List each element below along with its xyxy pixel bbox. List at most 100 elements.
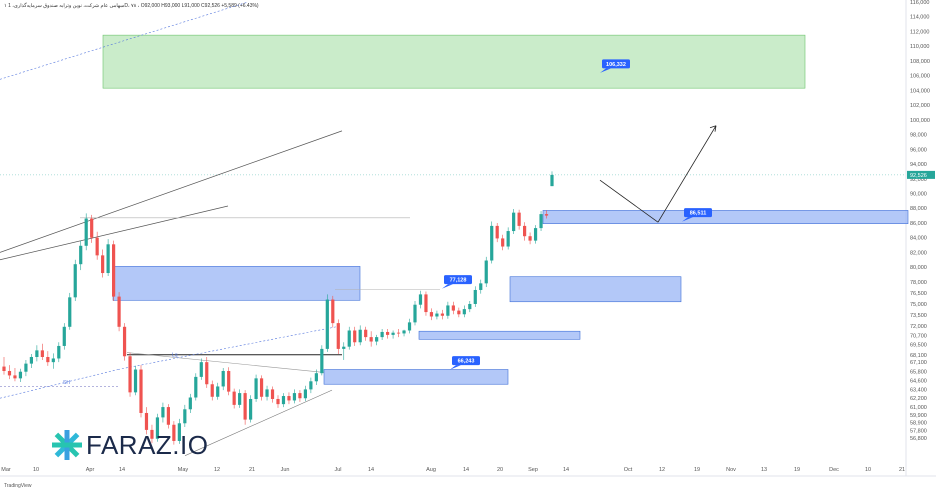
candle (188, 393, 192, 413)
candle-body (413, 304, 417, 323)
candle (380, 329, 384, 341)
candles-layer (2, 171, 554, 445)
y-tick-label: 72,000 (910, 324, 927, 330)
candle-body (298, 393, 302, 399)
candle-body (7, 370, 12, 376)
candle-body (364, 329, 368, 338)
y-tick-label: 67,100 (910, 360, 927, 366)
y-tick-label: 73,500 (910, 313, 927, 319)
candle (375, 334, 379, 346)
y-tick-label: 110,000 (910, 44, 929, 50)
y-tick-label: 59,900 (910, 413, 927, 419)
tradingview-brand: TradingView (4, 483, 32, 489)
candle-body (528, 236, 532, 241)
candle (517, 209, 521, 230)
x-tick-label: 10 (865, 467, 871, 473)
candle-body (117, 296, 121, 327)
candle-body (533, 228, 538, 241)
last-price-label: 92,526 (910, 173, 927, 179)
x-tick-label: 20 (497, 467, 503, 473)
candle-body (342, 346, 346, 349)
y-tick-label: 90,000 (910, 191, 927, 197)
candle-body (276, 398, 280, 405)
candle (155, 413, 160, 442)
y-tick-label: 86,000 (910, 221, 927, 227)
candle-body (2, 366, 6, 371)
candle (166, 404, 170, 429)
small-demand-zone (418, 330, 581, 340)
candle (353, 326, 357, 346)
candle-body (325, 299, 329, 349)
candle-body (112, 244, 116, 297)
candle-body (270, 389, 275, 399)
candle-body (314, 373, 318, 382)
candle-body (517, 212, 521, 226)
dotted-trend-lower (0, 369, 119, 399)
candle-body (40, 350, 44, 357)
projection-arrowhead (709, 125, 717, 132)
y-tick-label: 98,000 (910, 133, 927, 139)
candle (150, 424, 154, 444)
candle-body (51, 358, 55, 363)
candle (79, 240, 83, 271)
lower-zone-badge (452, 356, 480, 366)
x-tick-label: 14 (368, 467, 374, 473)
candle-body (440, 313, 444, 316)
candle-body (429, 312, 434, 317)
x-tick-label: Nov (726, 467, 736, 473)
candle-body (402, 330, 406, 334)
x-tick-label: 12 (214, 467, 220, 473)
y-axis: 116,000 114,000 112,000 110,000 108,000 106,0… (907, 0, 935, 442)
candle (413, 301, 417, 326)
candle-body (265, 389, 269, 397)
candle (418, 290, 423, 309)
candle (473, 286, 477, 307)
lq-label: Lq (172, 353, 178, 359)
x-tick-label: 21 (249, 467, 255, 473)
candle (512, 208, 516, 234)
lower-zone-badge-text: 66,243 (458, 359, 475, 365)
candle-body (287, 396, 291, 401)
candle (13, 368, 17, 382)
y-tick-label: 64,600 (910, 379, 927, 385)
candle (101, 249, 105, 278)
candle (90, 214, 94, 243)
dotted-trend-mid (117, 325, 341, 370)
candle-body (347, 330, 351, 347)
candle (144, 407, 149, 435)
candle (270, 386, 275, 403)
candle-body (155, 417, 160, 439)
mid-zone-badge-text: 77,128 (450, 278, 467, 284)
candle (199, 358, 203, 380)
candle (336, 319, 340, 355)
candle-body (133, 369, 138, 393)
upper-zone-badge (684, 208, 712, 218)
candle (265, 385, 269, 401)
y-tick-label: 70,700 (910, 334, 927, 340)
candle-body (484, 260, 488, 284)
candle-body (144, 412, 149, 430)
y-tick-label: 76,500 (910, 291, 927, 297)
candle-body (320, 348, 324, 374)
candle (281, 393, 286, 408)
y-tick-label: 65,800 (910, 370, 927, 376)
x-tick-label: Sep (528, 467, 538, 473)
target-price-badge (602, 59, 630, 69)
mid-zone-badge-tail (442, 284, 453, 289)
x-tick-label: Oct (624, 467, 633, 473)
candle (440, 309, 444, 320)
lower-zone-badge-tail (450, 365, 461, 370)
candle-body (35, 350, 39, 357)
x-tick-label: 10 (33, 467, 39, 473)
candle (276, 395, 280, 408)
candle-body (90, 218, 94, 238)
candle-body (539, 214, 543, 229)
x-tick-label: Jul (334, 467, 341, 473)
candle-body (177, 423, 181, 441)
candle (57, 342, 61, 363)
candle-body (490, 225, 494, 261)
candle (490, 221, 494, 264)
candle (424, 291, 428, 316)
candle-body (418, 294, 423, 305)
